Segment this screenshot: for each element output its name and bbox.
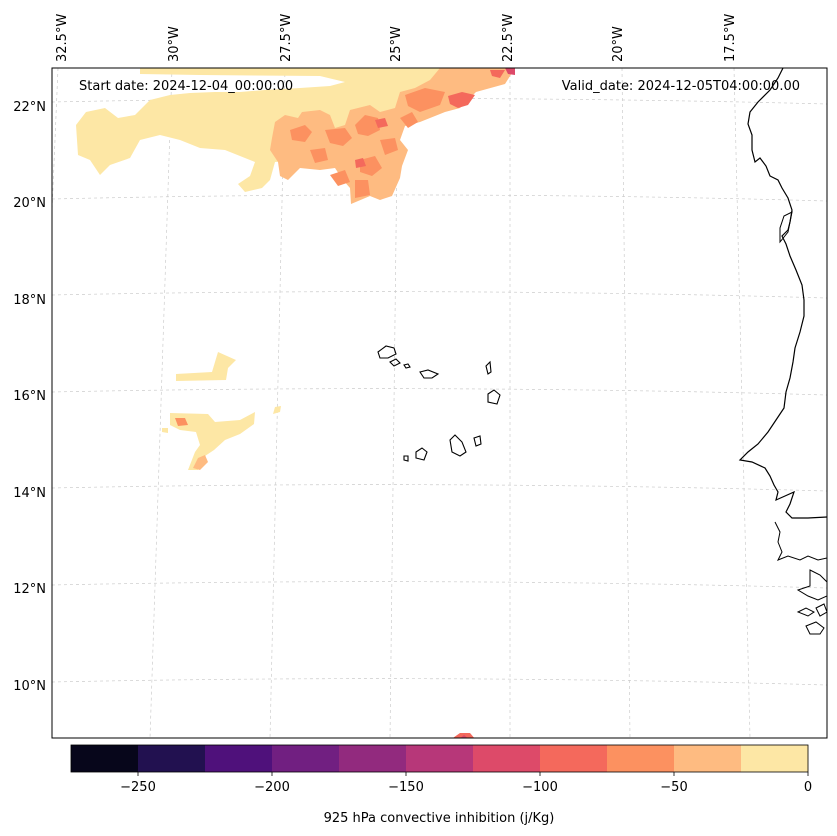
lon-label: 20°W — [611, 26, 626, 62]
lon-label: 22.5°W — [501, 14, 516, 62]
colorbar-segment — [205, 745, 273, 772]
lat-label: 12°N — [13, 582, 46, 597]
colorbar-tick-label: −50 — [660, 780, 687, 795]
lat-label: 14°N — [13, 486, 46, 501]
colorbar-segment — [540, 745, 608, 772]
lon-label: 32.5°W — [55, 14, 70, 62]
start-date-label: Start date: 2024-12-04_00:00:00 — [79, 79, 293, 94]
longitude-labels: 32.5°W 30°W 27.5°W 25°W 22.5°W 20°W 17.5… — [55, 14, 738, 62]
colorbar-segments — [71, 745, 809, 772]
lon-label: 27.5°W — [279, 14, 294, 62]
colorbar-segment — [607, 745, 675, 772]
colorbar-tick-label: −150 — [388, 780, 424, 795]
map-area — [52, 68, 827, 738]
lat-label: 10°N — [13, 679, 46, 694]
map-frame — [51, 67, 828, 739]
valid-date-label: Valid_date: 2024-12-05T04:00:00.00 — [562, 79, 800, 94]
lat-label: 18°N — [13, 293, 46, 308]
lat-label: 22°N — [13, 100, 46, 115]
colorbar-segment — [272, 745, 340, 772]
colorbar-segment — [71, 745, 139, 772]
colorbar-ticks: −250 −200 −150 −100 −50 0 — [120, 772, 812, 795]
lon-label: 17.5°W — [723, 14, 738, 62]
colorbar-segment — [138, 745, 206, 772]
colorbar-segment — [473, 745, 541, 772]
colorbar-frame — [70, 744, 809, 773]
longitude-gridlines — [52, 68, 751, 738]
colorbar-segment — [339, 745, 407, 772]
colorbar-tick-label: −100 — [522, 780, 558, 795]
colorbar-tick-label: −250 — [120, 780, 156, 795]
lon-label: 30°W — [167, 26, 182, 62]
cape-verde-islands — [377, 345, 501, 462]
colorbar-tick-label: −200 — [254, 780, 290, 795]
lat-label: 20°N — [13, 196, 46, 211]
colorbar-segment — [406, 745, 474, 772]
cin-contours — [76, 68, 515, 738]
colorbar-segment — [741, 745, 809, 772]
lat-label: 16°N — [13, 389, 46, 404]
colorbar-segment — [674, 745, 742, 772]
colorbar-label: 925 hPa convective inhibition (j/Kg) — [324, 811, 555, 826]
colorbar-tick-label: 0 — [804, 780, 812, 795]
lon-label: 25°W — [389, 26, 404, 62]
latitude-labels: 22°N 20°N 18°N 16°N 14°N 12°N 10°N — [13, 100, 46, 694]
africa-coastline — [738, 68, 827, 519]
colorbar: −250 −200 −150 −100 −50 0 925 hPa convective … — [70, 744, 812, 826]
